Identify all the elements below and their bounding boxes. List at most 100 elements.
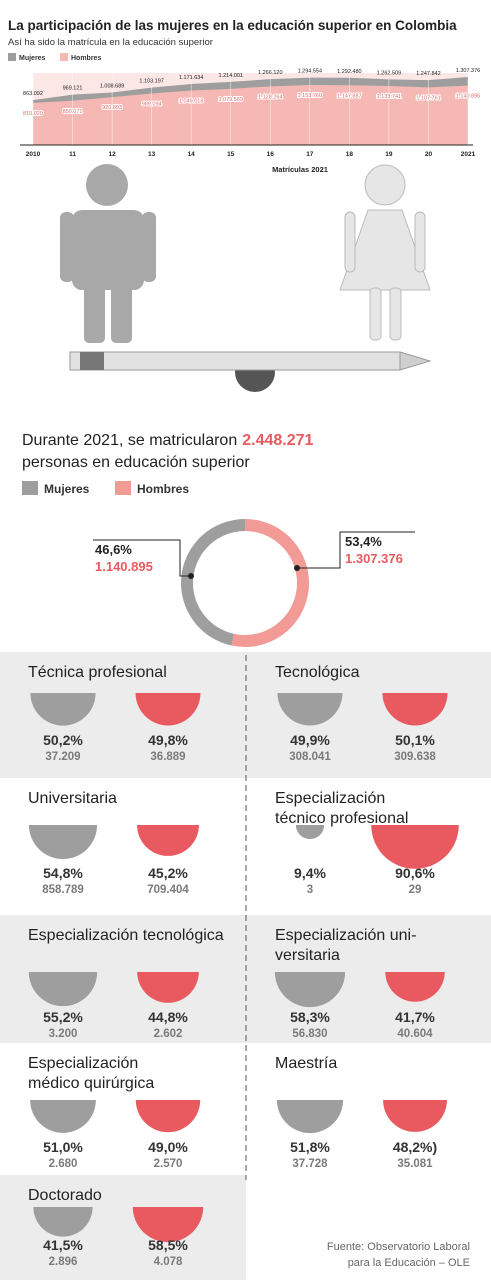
count-label: 858.789 bbox=[42, 884, 84, 896]
count-label: 709.404 bbox=[147, 884, 189, 896]
x-tick-label: 14 bbox=[188, 151, 196, 158]
legend-label: Mujeres bbox=[44, 482, 90, 496]
pct-label: 41,5% bbox=[43, 1237, 83, 1253]
semicircle bbox=[382, 693, 448, 726]
data-label: 920.893 bbox=[102, 105, 122, 111]
pct-label: 58,5% bbox=[148, 1237, 188, 1253]
count-label: 56.830 bbox=[292, 1028, 327, 1040]
man-arm bbox=[60, 212, 74, 282]
pct-label: 90,6% bbox=[395, 865, 435, 881]
woman-arm bbox=[344, 211, 356, 273]
count-label: 3 bbox=[307, 884, 313, 896]
man-leg bbox=[84, 285, 105, 343]
data-label: 1.292.480 bbox=[337, 69, 361, 75]
semicircle bbox=[28, 825, 98, 860]
woman-head bbox=[364, 164, 406, 206]
chart-title: La participación de las mujeres en la ed… bbox=[8, 18, 457, 33]
x-tick-label: 2021 bbox=[461, 151, 476, 158]
callout-dot bbox=[188, 573, 194, 579]
semicircle bbox=[132, 1207, 204, 1243]
data-label: 863.092 bbox=[23, 91, 43, 97]
data-label: 1.107.761 bbox=[416, 95, 440, 101]
pencil bbox=[69, 351, 401, 371]
count-label: 2.602 bbox=[154, 1028, 183, 1040]
data-label: 850.071 bbox=[63, 109, 83, 115]
semicircle bbox=[28, 972, 98, 1007]
panel-title: técnico profesional bbox=[275, 810, 408, 827]
summary: Durante 2021, se matricularon 2.448.271 bbox=[22, 432, 314, 449]
semicircle bbox=[295, 825, 325, 840]
panel-title: Tecnológica bbox=[275, 664, 360, 681]
summary-text: Durante 2021, se matricularon bbox=[22, 432, 237, 449]
count-label: 29 bbox=[409, 884, 422, 896]
illustration bbox=[60, 164, 432, 392]
count-label: 308.041 bbox=[289, 751, 331, 763]
x-tick-label: 2010 bbox=[26, 151, 41, 158]
legend-swatch bbox=[60, 53, 68, 61]
panel-bg bbox=[0, 1175, 246, 1280]
pct-label: 58,3% bbox=[290, 1009, 330, 1025]
data-label: 1.140.895 bbox=[456, 94, 480, 100]
data-label: 989.094 bbox=[142, 102, 162, 108]
panel-title: Universitaria bbox=[28, 790, 117, 807]
panel-title: Doctorado bbox=[28, 1187, 102, 1204]
donut-slice bbox=[180, 519, 245, 646]
panel-title: Especialización bbox=[28, 1055, 138, 1072]
semicircle bbox=[274, 972, 346, 1008]
data-label: 1.171.634 bbox=[179, 75, 203, 81]
count-label: 309.638 bbox=[394, 751, 436, 763]
source: para la Educación – OLE bbox=[348, 1257, 470, 1269]
data-label: 1.294.554 bbox=[298, 69, 322, 75]
pct-label: 51,8% bbox=[290, 1139, 330, 1155]
count-label: 37.728 bbox=[292, 1158, 328, 1170]
x-tick-label: 15 bbox=[227, 151, 235, 158]
semicircle bbox=[137, 825, 199, 856]
area bbox=[33, 84, 468, 145]
callout-line bbox=[297, 531, 415, 569]
count-label: 1.307.376 bbox=[345, 551, 403, 566]
count-label: 2.896 bbox=[49, 1256, 78, 1268]
pct-label: 49,0% bbox=[148, 1139, 188, 1155]
panel-title: Técnica profesional bbox=[28, 664, 167, 681]
woman-leg bbox=[389, 287, 402, 341]
callout-line bbox=[93, 539, 191, 577]
semicircle bbox=[385, 972, 445, 1002]
pct-label: 53,4% bbox=[345, 534, 382, 549]
data-label: 1.008.689 bbox=[100, 84, 124, 90]
pct-label: 49,9% bbox=[290, 732, 330, 748]
x-tick-label: 16 bbox=[267, 151, 275, 158]
pct-label: 55,2% bbox=[43, 1009, 83, 1025]
pct-label: 48,2%) bbox=[393, 1139, 437, 1155]
x-tick-label: 17 bbox=[306, 151, 314, 158]
x-axis-title: Matrículas 2021 bbox=[272, 165, 328, 174]
pct-label: 54,8% bbox=[43, 865, 83, 881]
donut-slice bbox=[231, 519, 309, 648]
man-head bbox=[86, 164, 128, 206]
pct-label: 41,7% bbox=[395, 1009, 435, 1025]
chart-subtitle: Así ha sido la matrícula en la educación… bbox=[8, 37, 213, 48]
count-label: 2.570 bbox=[154, 1158, 183, 1170]
count-label: 36.889 bbox=[150, 751, 185, 763]
panel-title: Maestría bbox=[275, 1055, 337, 1072]
data-label: 969.121 bbox=[63, 86, 83, 92]
legend-swatch bbox=[115, 481, 131, 495]
semicircle bbox=[135, 1100, 201, 1133]
panel-title: médico quirúrgica bbox=[28, 1075, 154, 1092]
data-label: 1.266.120 bbox=[258, 70, 282, 76]
semicircle bbox=[137, 972, 199, 1003]
semicircle bbox=[33, 1207, 93, 1237]
panel-title: versitaria bbox=[275, 947, 340, 964]
count-label: 40.604 bbox=[397, 1028, 433, 1040]
woman-arm bbox=[414, 211, 426, 273]
count-label: 3.200 bbox=[49, 1028, 78, 1040]
data-label: 1.079.569 bbox=[218, 97, 242, 103]
pct-label: 44,8% bbox=[148, 1009, 188, 1025]
pct-label: 50,1% bbox=[395, 732, 435, 748]
data-label: 1.133.741 bbox=[377, 94, 401, 100]
source: Fuente: Observatorio Laboral bbox=[327, 1241, 470, 1253]
data-label: 1.147.887 bbox=[337, 93, 361, 99]
summary: personas en educación superior bbox=[22, 454, 250, 471]
semicircle bbox=[383, 1100, 447, 1132]
panel-title: Especialización bbox=[275, 790, 385, 807]
